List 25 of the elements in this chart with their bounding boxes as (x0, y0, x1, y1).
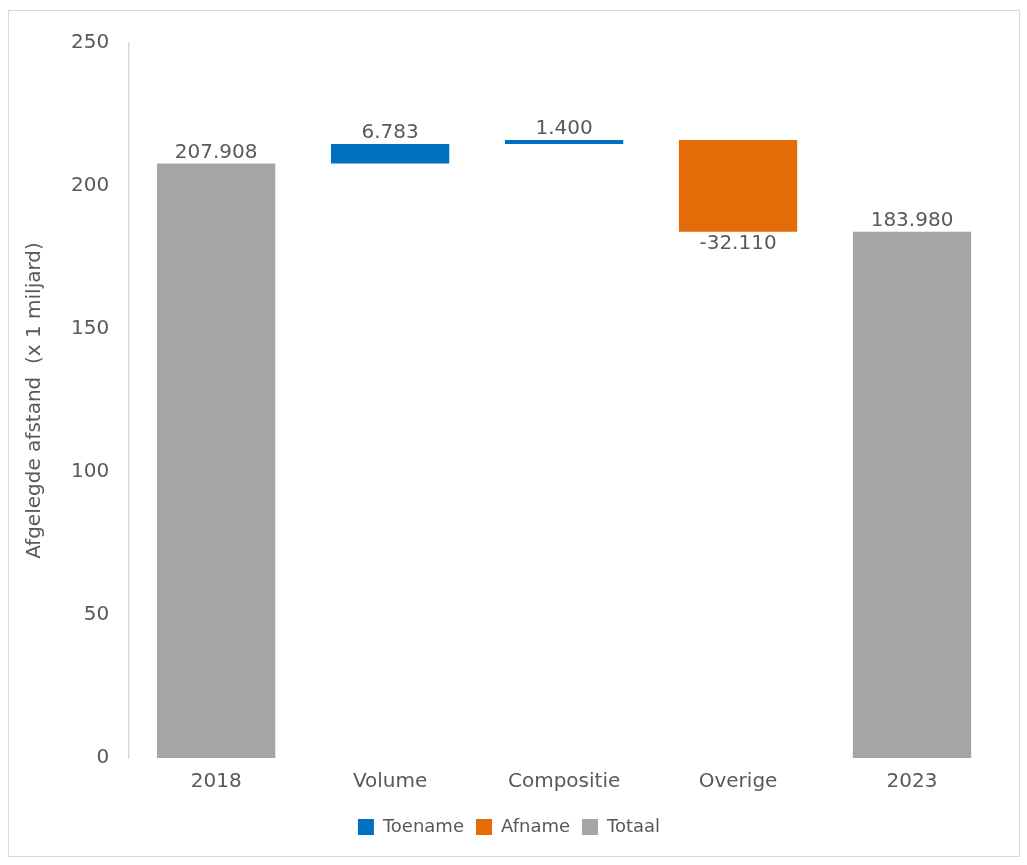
bar (330, 143, 450, 164)
y-tick-label: 200 (70, 172, 110, 197)
x-tick-label: 2018 (190, 768, 242, 793)
data-label: 183.980 (870, 207, 954, 232)
bar (157, 163, 276, 758)
x-tick-label: Volume (352, 768, 428, 793)
y-tick-label: 150 (70, 315, 110, 340)
legend-label: Afname (500, 814, 571, 836)
y-tick-label: 250 (70, 29, 110, 54)
y-tick-label: 0 (96, 744, 110, 769)
bar (678, 139, 798, 232)
y-tick-label: 50 (83, 601, 110, 626)
data-label: 1.400 (535, 115, 593, 140)
bar (852, 231, 972, 758)
data-label: -32.110 (699, 230, 777, 255)
x-tick-label: Compositie (507, 768, 621, 793)
legend-label: Totaal (606, 814, 661, 836)
x-tick-label: 2023 (886, 768, 938, 793)
y-tick-label: 100 (70, 458, 110, 483)
bar (504, 139, 624, 144)
data-label: 6.783 (361, 119, 419, 144)
legend-label: Toename (381, 814, 464, 836)
y-axis-title: Afgelegde afstand (x 1 miljard) (21, 242, 46, 559)
x-tick-label: Overige (698, 768, 778, 793)
data-label: 207.908 (174, 138, 258, 163)
